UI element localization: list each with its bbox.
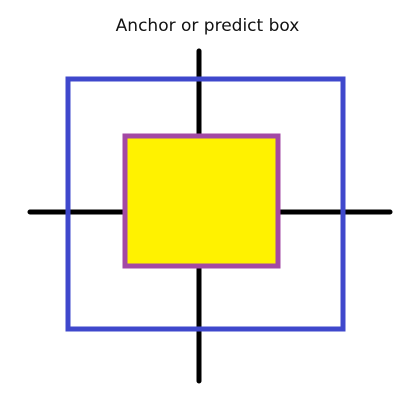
inner-predict-box bbox=[122, 133, 281, 269]
diagram-title: Anchor or predict box bbox=[115, 16, 300, 36]
outer-anchor-box bbox=[65, 76, 346, 332]
